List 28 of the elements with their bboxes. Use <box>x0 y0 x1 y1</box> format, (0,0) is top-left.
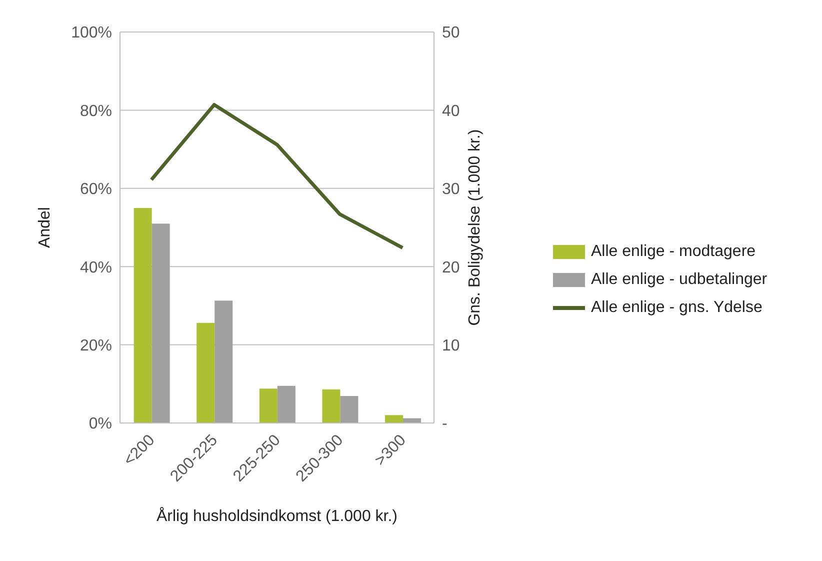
bar <box>322 389 340 423</box>
y2-tick-label: - <box>442 416 448 433</box>
legend-label: Alle enlige - modtagere <box>591 243 756 261</box>
y-tick-label: 20% <box>80 337 112 354</box>
y-axis-title: Andel <box>36 207 54 248</box>
x-axis-title: Årlig husholdsindkomst (1.000 kr.) <box>156 507 398 525</box>
bar <box>277 386 296 423</box>
bar <box>259 388 278 423</box>
y-tick-label: 0% <box>88 416 112 433</box>
y-tick-label: 80% <box>80 102 112 120</box>
bar <box>134 208 152 423</box>
y2-tick-label: 10 <box>442 337 460 354</box>
legend-label: Alle enlige - udbetalinger <box>591 271 768 289</box>
bar <box>214 300 233 423</box>
legend-label: Alle enlige - gns. Ydelse <box>591 299 762 317</box>
bar <box>196 322 215 423</box>
y-tick-label: 40% <box>80 259 112 276</box>
y2-axis-title: Gns. Boligydelse (1.000 kr.) <box>466 129 484 326</box>
y2-tick-label: 30 <box>442 181 460 198</box>
y2-tick-label: 20 <box>442 259 460 276</box>
bar <box>385 415 404 423</box>
y2-tick-label: 50 <box>442 24 460 42</box>
line-series <box>150 102 404 250</box>
y-tick-label: 60% <box>80 181 112 198</box>
bar <box>340 396 358 423</box>
y2-tick-label: 40 <box>442 102 460 120</box>
y-tick-label: 100% <box>71 24 112 42</box>
bar <box>152 224 170 423</box>
